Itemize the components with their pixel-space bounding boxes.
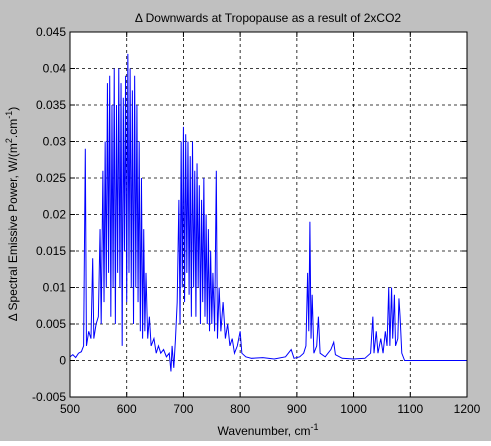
- y-tick-label: 0.025: [36, 171, 66, 185]
- data-line: [69, 53, 467, 372]
- y-tick-label: 0.01: [43, 281, 67, 295]
- x-tick-label: 900: [287, 402, 307, 416]
- y-tick-label: 0.04: [43, 62, 67, 76]
- x-tick-label: 1200: [454, 402, 481, 416]
- x-tick-label: 1000: [340, 402, 367, 416]
- x-tick-label: 700: [173, 402, 193, 416]
- x-axis-label: Wavenumber, cm-1: [218, 422, 319, 438]
- chart-title: Δ Downwards at Tropopause as a result of…: [135, 11, 401, 25]
- x-tick-label: 800: [230, 402, 250, 416]
- y-label-text: .cm: [6, 119, 20, 138]
- y-label-text: Δ Spectral Emissive Power, W/(m: [6, 143, 20, 321]
- y-tick-label: 0.035: [36, 98, 66, 112]
- y-tick-label: 0.03: [43, 135, 67, 149]
- y-label-text: ): [6, 107, 20, 111]
- plot-border: [69, 31, 468, 398]
- y-tick-label: 0.005: [36, 317, 66, 331]
- y-tick-label: 0.045: [36, 25, 66, 39]
- y-tick-label: -0.005: [32, 390, 66, 404]
- x-tick-label: 1100: [397, 402, 423, 416]
- y-label-sup: -1: [4, 111, 14, 119]
- x-label-text: Wavenumber, cm: [218, 424, 311, 438]
- x-tick-label: 600: [117, 402, 137, 416]
- y-tick-label: 0: [59, 354, 66, 368]
- y-tick-label: 0.02: [43, 208, 67, 222]
- y-axis-label: Δ Spectral Emissive Power, W/(m2.cm-1): [4, 107, 20, 321]
- y-label-sup: 2: [4, 138, 14, 143]
- x-tick-label: 500: [60, 402, 80, 416]
- x-label-sup: -1: [310, 422, 318, 432]
- y-tick-label: 0.015: [36, 244, 66, 258]
